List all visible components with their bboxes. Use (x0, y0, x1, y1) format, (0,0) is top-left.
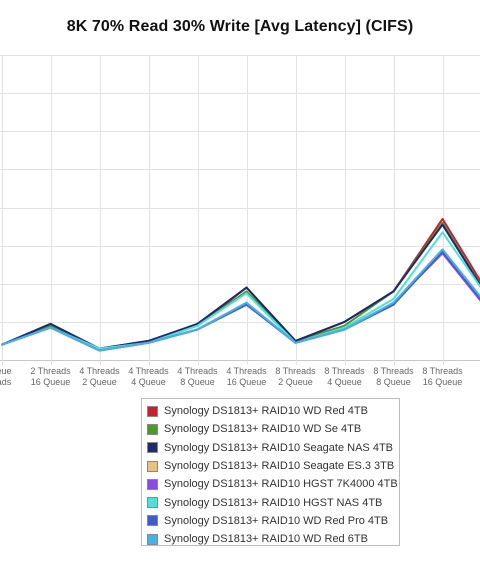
x-tick-label: 8 Threads (422, 366, 463, 376)
legend-swatch (147, 460, 158, 472)
x-tick-label: 4 Queue (131, 377, 166, 387)
chart-grid (0, 55, 480, 365)
x-tick-label: 8 Threads (373, 366, 414, 376)
legend-item[interactable]: Synology DS1813+ RAID10 WD Se 4TB (147, 420, 399, 438)
legend-label: Synology DS1813+ RAID10 WD Red 4TB (164, 405, 368, 418)
x-tick-label: 2 Queue (82, 377, 117, 387)
legend-label: Synology DS1813+ RAID10 WD Se 4TB (164, 423, 362, 436)
x-tick-label: ueue (0, 366, 12, 376)
legend-label: Synology DS1813+ RAID10 WD Red 6TB (164, 533, 368, 546)
x-tick-label: 2 Queue (278, 377, 313, 387)
legend-label: Synology DS1813+ RAID10 HGST NAS 4TB (164, 496, 383, 509)
legend-swatch (147, 423, 158, 435)
chart-title: 8K 70% Read 30% Write [Avg Latency] (CIF… (66, 18, 414, 35)
series-line-5 (1, 231, 480, 350)
legend-item[interactable]: Synology DS1813+ RAID10 Seagate ES.3 3TB (147, 457, 399, 475)
legend-item[interactable]: Synology DS1813+ RAID10 WD Red Pro 4TB (147, 512, 399, 530)
x-tick-label: eads (0, 377, 12, 387)
legend-label: Synology DS1813+ RAID10 HGST 7K4000 4TB (164, 478, 398, 491)
legend-item[interactable]: Synology DS1813+ RAID10 HGST NAS 4TB (147, 493, 399, 511)
x-tick-label: 4 Threads (79, 366, 120, 376)
x-tick-label: 8 Threads (275, 366, 316, 376)
legend-swatch (147, 405, 158, 417)
legend-swatch (147, 478, 158, 490)
legend-swatch (147, 515, 158, 527)
chart-legend: Synology DS1813+ RAID10 WD Red 4TB Synolo… (141, 398, 400, 546)
x-tick-label: 4 Threads (226, 366, 267, 376)
x-tick-label: 16 Queue (423, 377, 463, 387)
legend-label: Synology DS1813+ RAID10 Seagate NAS 4TB (164, 441, 393, 454)
legend-item[interactable]: Synology DS1813+ RAID10 WD Red 6TB (147, 530, 399, 548)
x-tick-label: 4 Queue (327, 377, 362, 387)
legend-swatch (147, 533, 158, 545)
x-tick-label: 4 Threads (177, 366, 218, 376)
x-tick-label: 2 Threads (30, 366, 71, 376)
legend-item[interactable]: Synology DS1813+ RAID10 HGST 7K4000 4TB (147, 475, 399, 493)
series-line-0 (1, 217, 480, 350)
x-tick-label: 8 Queue (376, 377, 411, 387)
x-tick-label: 16 Queue (31, 377, 71, 387)
legend-item[interactable]: Synology DS1813+ RAID10 Seagate NAS 4TB (147, 439, 399, 457)
legend-label: Synology DS1813+ RAID10 Seagate ES.3 3TB (164, 460, 395, 473)
legend-swatch (147, 442, 158, 454)
series-line-7 (1, 248, 480, 352)
x-tick-label: 8 Threads (324, 366, 365, 376)
legend-item[interactable]: Synology DS1813+ RAID10 WD Red 4TB (147, 402, 399, 420)
x-tick-label: 4 Threads (128, 366, 169, 376)
chart-series-lines (1, 217, 480, 352)
x-tick-label: 8 Queue (180, 377, 215, 387)
legend-swatch (147, 497, 158, 509)
legend-label: Synology DS1813+ RAID10 WD Red Pro 4TB (164, 514, 389, 527)
x-tick-label: 16 Queue (227, 377, 267, 387)
